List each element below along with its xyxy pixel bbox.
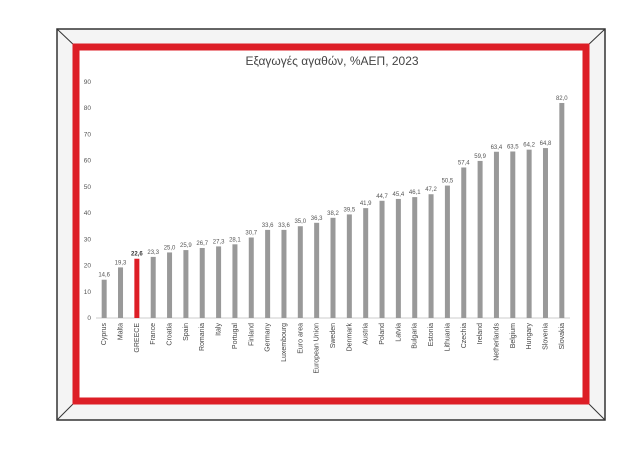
x-tick-label: Sweden (330, 323, 337, 348)
y-tick-label: 20 (84, 263, 92, 270)
y-tick-label: 40 (84, 210, 92, 217)
x-tick-label: Slovenia (542, 323, 549, 350)
bar-greece (134, 258, 140, 318)
data-label: 50,5 (442, 179, 454, 185)
y-tick-label: 0 (87, 315, 91, 322)
bar-portugal (232, 244, 238, 318)
y-tick-label: 50 (84, 184, 92, 191)
data-label: 25,9 (180, 243, 192, 249)
x-tick-label: GREECE (134, 323, 141, 353)
data-label: 30,7 (245, 230, 257, 236)
x-tick-label: Austria (363, 323, 370, 345)
data-label: 63,5 (507, 144, 519, 150)
data-label: 14,6 (98, 273, 110, 279)
x-tick-label: Ireland (477, 323, 484, 345)
x-tick-label: Lithuania (444, 323, 451, 352)
x-tick-label: Germany (265, 323, 272, 352)
chart-title: Εξαγωγές αγαθών, %ΑΕΠ, 2023 (245, 54, 419, 68)
bar-slovenia (542, 148, 548, 318)
y-tick-label: 10 (84, 289, 92, 296)
bar-hungary (526, 149, 532, 318)
x-tick-label: Finland (248, 323, 255, 346)
data-label: 64,8 (540, 141, 552, 147)
x-tick-label: Estonia (428, 323, 435, 346)
bar-bulgaria (412, 197, 418, 318)
data-label: 25,0 (164, 245, 176, 251)
x-tick-label: Luxembourg (281, 323, 288, 362)
data-label: 26,7 (196, 241, 208, 247)
bar-germany (265, 229, 271, 318)
x-tick-label: European Union (314, 323, 321, 374)
bar-poland (379, 200, 385, 318)
x-tick-label: Bulgaria (412, 323, 419, 349)
x-tick-label: Spain (183, 323, 190, 341)
bar-cyprus (101, 279, 107, 318)
data-label: 46,1 (409, 190, 421, 196)
data-label: 35,0 (294, 219, 306, 225)
data-label: 63,4 (491, 145, 503, 151)
data-label: 64,2 (523, 143, 535, 149)
y-tick-label: 30 (84, 236, 92, 243)
bar-finland (248, 237, 254, 318)
data-label: 38,2 (327, 211, 339, 217)
x-tick-label: Hungary (526, 323, 533, 350)
bar-ireland (477, 160, 483, 318)
bar-romania (199, 247, 205, 318)
x-tick-label: Latvia (395, 323, 402, 342)
bar-luxembourg (281, 229, 287, 318)
data-label: 57,4 (458, 160, 470, 166)
x-tick-label: Belgium (510, 323, 517, 348)
bar-estonia (428, 194, 434, 318)
bar-european-union (314, 222, 320, 318)
bar-lithuania (444, 185, 450, 318)
data-label: 41,9 (360, 201, 372, 207)
data-label: 33,6 (278, 223, 290, 229)
bar-croatia (167, 252, 173, 318)
bar-denmark (346, 214, 352, 318)
data-label: 82,0 (556, 96, 568, 102)
bar-spain (183, 250, 189, 318)
x-tick-label: Denmark (346, 323, 353, 352)
x-tick-label: France (150, 323, 157, 345)
data-label: 45,4 (393, 192, 405, 198)
data-label: 19,3 (115, 260, 127, 266)
bar-malta (118, 267, 124, 318)
data-label: 23,3 (147, 250, 159, 256)
data-label: 33,6 (262, 223, 274, 229)
x-tick-label: Euro area (297, 323, 304, 354)
data-label: 59,9 (474, 154, 486, 160)
y-tick-label: 80 (84, 105, 92, 112)
data-label: 44,7 (376, 194, 388, 200)
x-tick-label: Netherlands (493, 323, 500, 361)
bar-italy (216, 246, 222, 318)
x-tick-label: Italy (216, 323, 223, 336)
data-label: 22,6 (131, 252, 143, 258)
x-tick-label: Croatia (167, 323, 174, 346)
bar-belgium (510, 151, 516, 318)
x-tick-label: Cyprus (101, 323, 108, 346)
bar-slovakia (559, 102, 565, 318)
bar-latvia (395, 198, 401, 318)
bar-netherlands (493, 151, 499, 318)
data-label: 36,3 (311, 216, 323, 222)
y-tick-label: 70 (84, 131, 92, 138)
bar-france (150, 256, 156, 318)
bar-euro-area (297, 226, 303, 318)
data-label: 28,1 (229, 237, 241, 243)
x-tick-label: Malta (118, 323, 125, 340)
bar-czechia (461, 167, 467, 318)
x-tick-label: Poland (379, 323, 386, 345)
x-tick-label: Romania (199, 323, 206, 351)
x-tick-label: Czechia (461, 323, 468, 348)
data-label: 39,5 (344, 207, 356, 213)
data-label: 47,2 (425, 187, 437, 193)
x-tick-label: Portugal (232, 323, 239, 350)
bar-austria (363, 208, 369, 318)
x-tick-label: Slovakia (559, 323, 566, 350)
data-label: 27,3 (213, 239, 225, 245)
y-tick-label: 60 (84, 158, 92, 165)
bar-sweden (330, 217, 336, 318)
y-tick-label: 90 (84, 79, 92, 86)
